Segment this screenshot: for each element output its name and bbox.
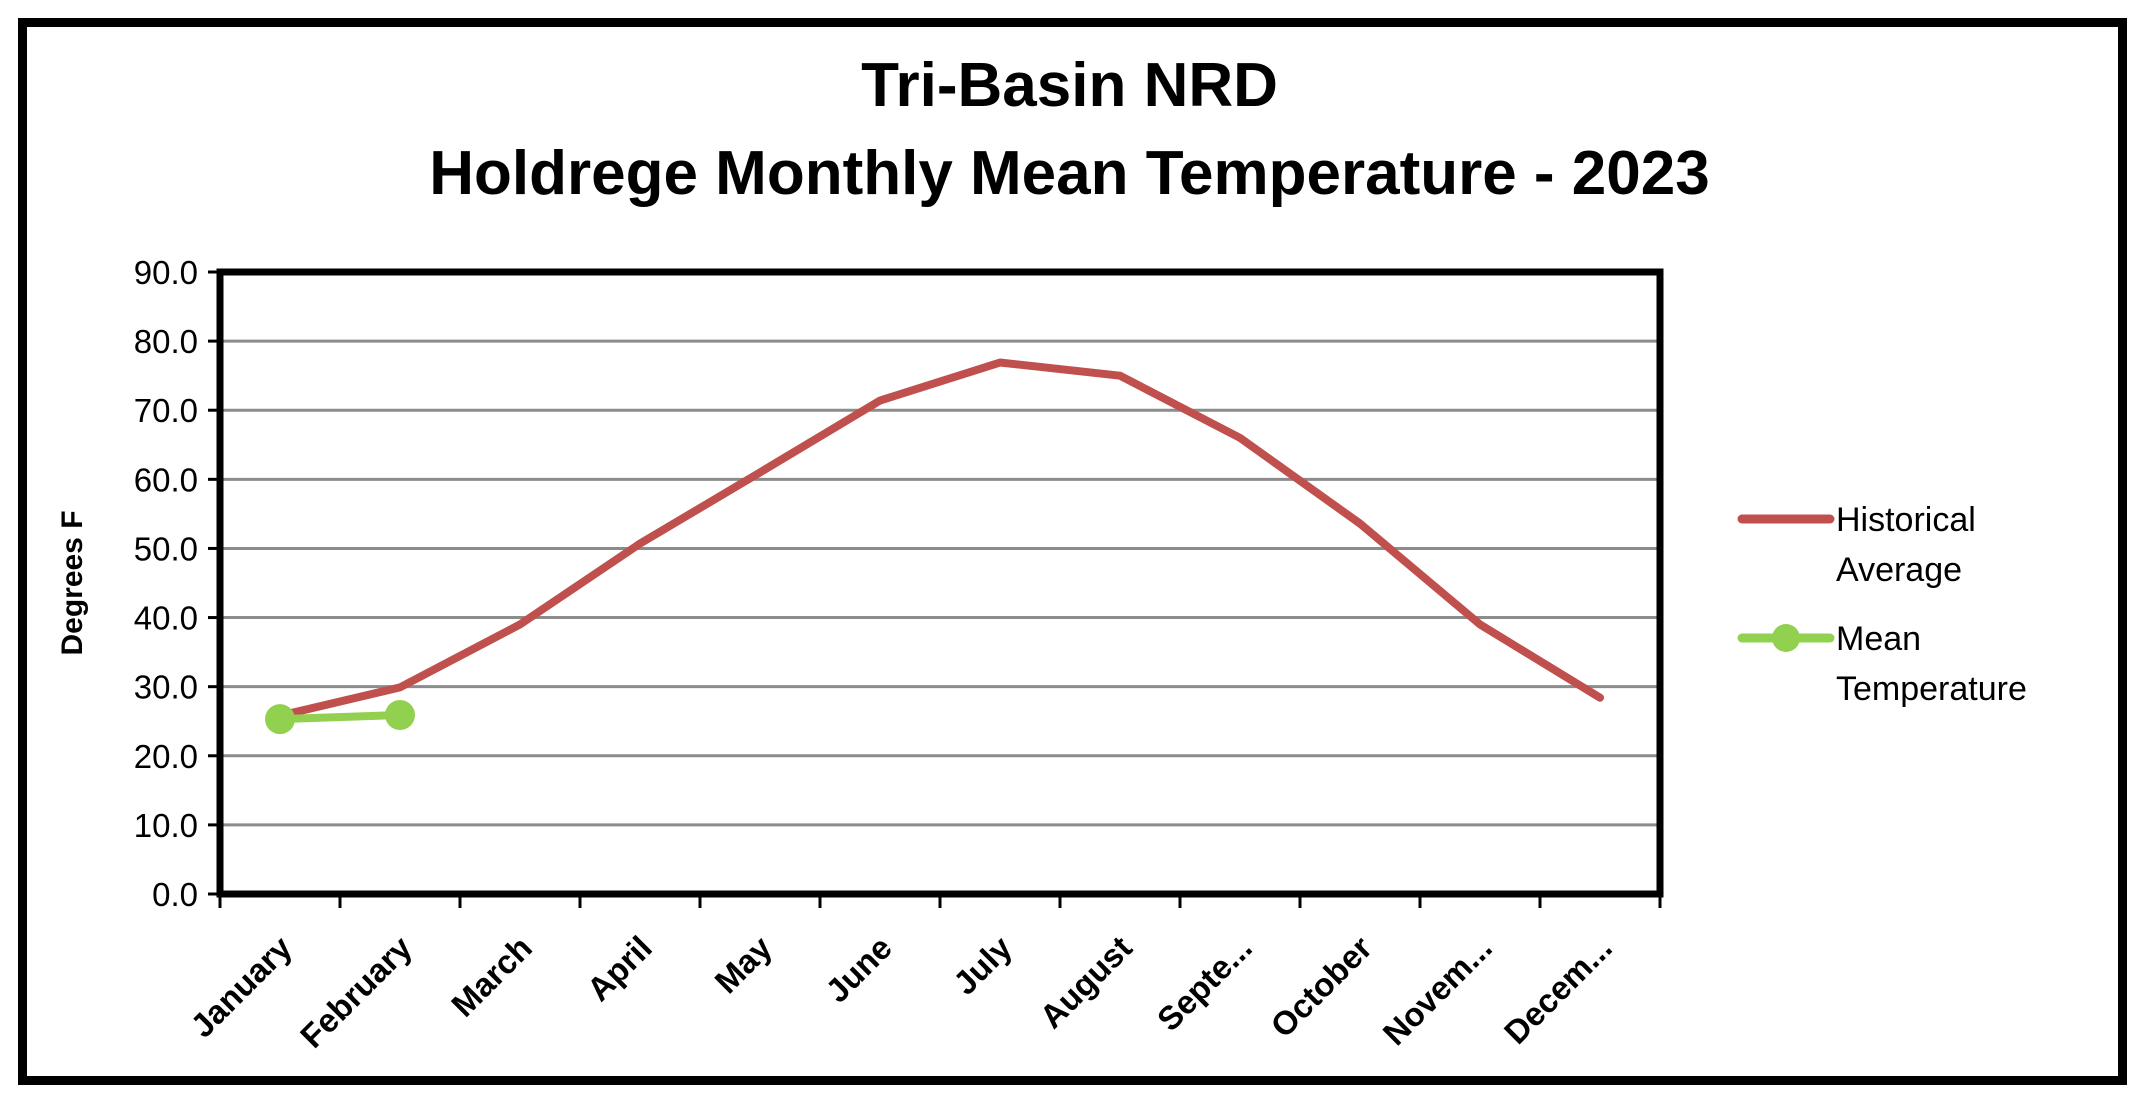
legend-mean-label-line2: Temperature	[1836, 670, 2027, 708]
y-tick-label: 40.0	[134, 600, 198, 637]
x-tick-label: Novem...	[1376, 929, 1499, 1052]
legend-mean-marker	[1772, 624, 1800, 652]
data-point-mean-temperature	[385, 700, 415, 731]
data-point-mean-temperature	[265, 704, 295, 735]
y-axis-ticks: 0.0 10.0 20.0 30.0 40.0 50.0 60.0 70.0 80.0 90.0	[134, 254, 220, 913]
gridlines	[220, 339, 1660, 827]
legend-historical-label-line1: Historical	[1836, 501, 1976, 539]
series-line-1	[276, 711, 404, 724]
legend-historical-label-line2: Average	[1836, 551, 1962, 589]
legend-mean-label-line1: Mean	[1836, 620, 1921, 658]
x-tick-label: April	[580, 929, 659, 1008]
y-tick-label: 50.0	[134, 530, 198, 567]
y-tick-label: 0.0	[152, 876, 198, 913]
x-tick-label: October	[1263, 929, 1379, 1045]
chart-frame	[18, 18, 2127, 1085]
x-tick-label: January	[183, 928, 299, 1044]
y-tick-label: 30.0	[134, 669, 198, 706]
y-tick-label: 10.0	[134, 807, 198, 844]
x-tick-label: Decem...	[1497, 929, 1619, 1051]
x-tick-label: July	[946, 928, 1019, 1001]
y-tick-label: 90.0	[134, 254, 198, 291]
plot-area-border	[216, 268, 1664, 898]
chart-title-line2: Holdrege Monthly Mean Temperature - 2023	[429, 139, 1710, 208]
series-line-0	[276, 358, 1604, 720]
series-layer	[265, 358, 1604, 735]
x-tick-label: June	[818, 929, 899, 1010]
y-tick-label: 70.0	[134, 392, 198, 429]
chart-title-line1: Tri-Basin NRD	[861, 51, 1278, 120]
y-tick-label: 20.0	[134, 738, 198, 775]
x-tick-label: August	[1032, 929, 1139, 1036]
y-tick-label: 60.0	[134, 461, 198, 498]
y-axis-title: Degrees F	[56, 510, 89, 655]
legend: Historical Average Mean Temperature	[1737, 501, 2027, 708]
y-tick-label: 80.0	[134, 323, 198, 360]
x-tick-label: March	[444, 929, 539, 1024]
x-tick-label: Septe...	[1150, 929, 1259, 1038]
x-tick-label: May	[707, 928, 779, 1000]
x-tick-label: February	[293, 928, 419, 1054]
